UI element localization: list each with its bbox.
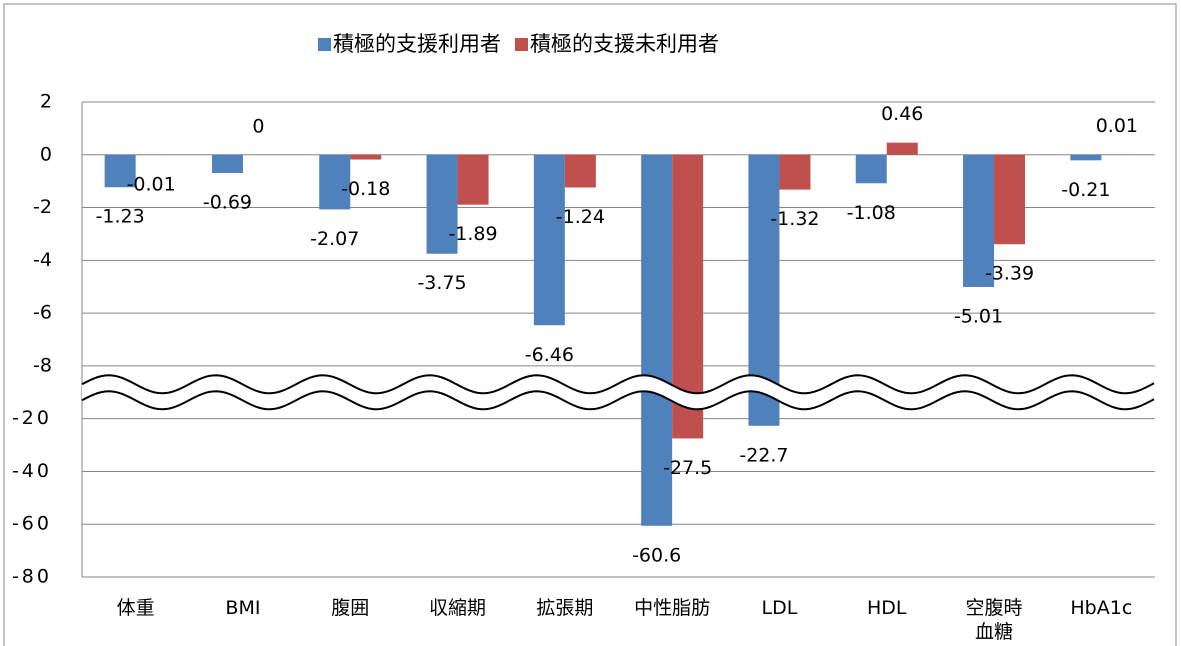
legend-swatch [318,38,331,51]
bar [963,154,995,287]
y-tick-label: -4 [33,249,52,271]
y-tick-label: -6 [33,302,52,324]
x-tick-label: 体重 [116,597,155,619]
value-label: -6.46 [525,344,574,366]
bar [641,154,673,526]
bar [104,154,136,188]
value-label: 0 [252,115,264,137]
value-label: -27.5 [663,457,712,479]
value-label: 0.01 [1096,115,1138,137]
value-label: -0.01 [127,174,176,196]
axis-break-line [81,390,1155,411]
bar [457,154,489,205]
y-tick-label: -20 [12,407,52,429]
bar [855,154,887,184]
value-label: 0.46 [881,103,923,125]
axis-break-line [81,374,1155,395]
bar [994,154,1026,245]
x-tick-label: LDL [761,597,798,619]
value-label: -2.07 [310,228,359,250]
legend-label: 積極的支援未利用者 [530,32,719,56]
x-tick-label: 中性脂肪 [634,597,711,619]
x-tick-label: 収縮期 [429,597,487,619]
value-label: -1.23 [96,206,145,228]
y-tick-label: -60 [12,513,52,535]
value-label: -60.6 [632,544,681,566]
value-label: -1.89 [448,223,497,245]
bar [533,154,565,326]
legend-swatch [515,38,528,51]
x-tick-label: 空腹時 血糖 [965,597,1023,643]
value-label: -1.08 [847,202,896,224]
y-tick-label: 2 [40,91,52,113]
value-label: -1.24 [556,206,605,228]
x-tick-label: HDL [866,597,907,619]
value-label: -5.01 [954,305,1003,327]
value-label: -1.32 [770,208,819,230]
x-tick-label: HbA1c [1070,597,1133,619]
bar [350,154,382,160]
bar [564,154,596,188]
bar [319,154,351,210]
y-tick-label: -40 [12,460,52,482]
bar [779,154,811,190]
chart-border [3,3,1177,646]
value-label: -0.18 [341,178,390,200]
bar [211,154,243,173]
y-tick-label: -2 [33,196,52,218]
bar [426,154,458,254]
value-label: -22.7 [739,444,788,466]
legend-label: 積極的支援利用者 [333,32,501,56]
value-label: -0.69 [203,191,252,213]
value-label: -0.21 [1061,179,1110,201]
x-tick-label: 拡張期 [536,597,594,619]
y-tick-label: -8 [33,354,52,376]
y-tick-label: -80 [12,566,52,588]
bar [1070,154,1102,161]
y-tick-label: 0 [40,143,52,165]
bar [886,142,918,155]
x-tick-label: BMI [225,597,261,619]
x-tick-label: 腹囲 [331,597,370,619]
value-label: -3.75 [417,272,466,294]
value-label: -3.39 [985,263,1034,285]
